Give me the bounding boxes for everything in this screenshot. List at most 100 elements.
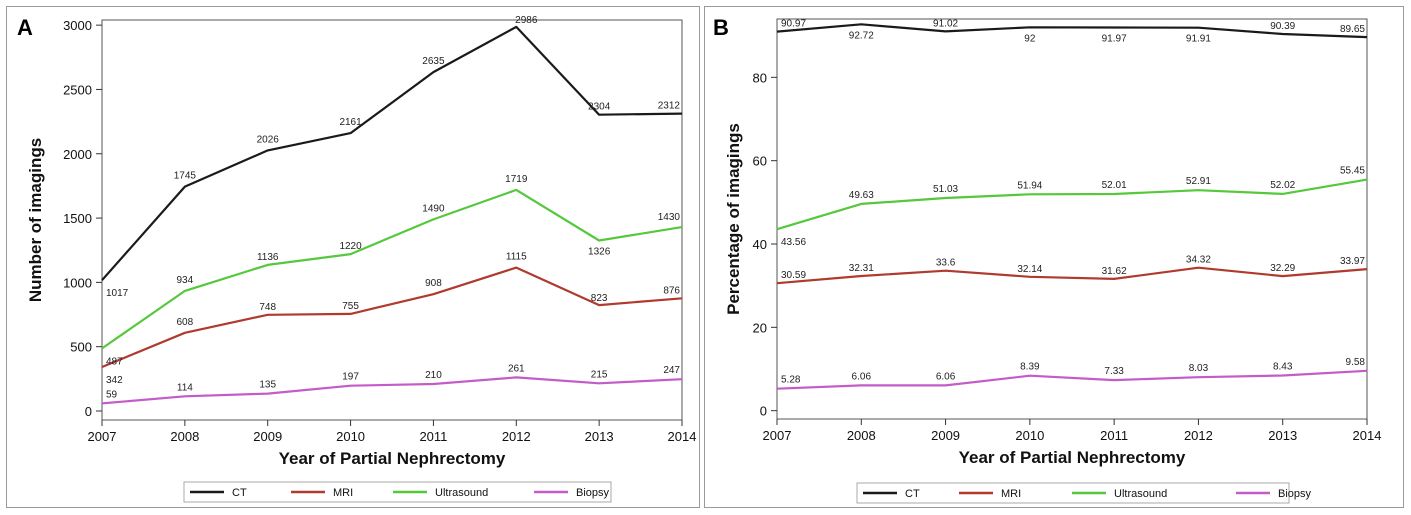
data-label: 823 xyxy=(591,293,608,304)
y-tick-label: 0 xyxy=(760,404,767,419)
data-label: 31.62 xyxy=(1102,266,1127,277)
data-label: 34.32 xyxy=(1186,255,1211,266)
data-label: 1017 xyxy=(106,288,129,299)
y-tick-label: 80 xyxy=(753,70,767,85)
data-label: 1745 xyxy=(174,171,197,182)
series-line-ultrasound xyxy=(776,178,1368,231)
line-chart-a: 0 500 1000 1500 2000 2500 3000 2007 2008 2009 2010… xyxy=(26,15,697,503)
panel-label-b: B xyxy=(713,15,729,40)
data-label: 908 xyxy=(425,278,442,289)
data-label: 30.59 xyxy=(781,270,806,281)
data-label: 52.01 xyxy=(1102,180,1127,191)
x-tick-label: 2013 xyxy=(585,429,614,444)
data-label: 52.02 xyxy=(1270,180,1295,191)
data-label: 487 xyxy=(106,356,123,367)
legend-label: Biopsy xyxy=(576,487,610,499)
legend-label: MRI xyxy=(333,487,353,499)
data-label: 210 xyxy=(425,370,442,381)
x-tick-label: 2008 xyxy=(170,429,199,444)
series-line-mri xyxy=(776,266,1368,285)
series-line-ct xyxy=(776,23,1368,39)
data-label: 92 xyxy=(1024,33,1036,44)
data-label: 1326 xyxy=(588,246,611,257)
data-label: 55.45 xyxy=(1340,166,1365,177)
data-label: 91.97 xyxy=(1102,33,1127,44)
data-label: 2986 xyxy=(515,15,538,26)
y-tick-label: 1500 xyxy=(63,211,92,226)
panel-label-a: A xyxy=(17,15,33,40)
x-tick-label: 2007 xyxy=(88,429,117,444)
x-tick-label: 2014 xyxy=(668,429,697,444)
data-label: 91.91 xyxy=(1186,34,1211,45)
data-label: 6.06 xyxy=(852,371,872,382)
legend-label: CT xyxy=(232,487,247,499)
data-label: 33.97 xyxy=(1340,256,1365,267)
data-label: 934 xyxy=(177,275,194,286)
series-line-ultrasound xyxy=(101,188,683,350)
data-label: 1430 xyxy=(658,212,681,223)
x-tick-label: 2011 xyxy=(1100,428,1128,443)
data-label: 261 xyxy=(508,363,525,374)
y-tick-label: 1000 xyxy=(63,275,92,290)
legend-label: Ultrasound xyxy=(435,487,488,499)
y-axis-title: Number of imagings xyxy=(26,138,45,302)
series-line-biopsy xyxy=(101,376,683,405)
data-label: 2304 xyxy=(588,102,611,113)
data-label: 2026 xyxy=(257,134,280,145)
data-label: 92.72 xyxy=(849,30,874,41)
x-tick-label: 2008 xyxy=(847,428,876,443)
chart-panel-a: A 0 500 1000 1500 2000 2500 3000 2007 2008 2009 20… xyxy=(6,6,700,508)
line-chart-b: 0 20 40 60 80 2007 2008 2009 2010 2011 2012 2013 201… xyxy=(724,18,1382,504)
legend-label: Ultrasound xyxy=(1114,488,1167,500)
plot-area xyxy=(101,19,683,421)
x-tick-label: 2010 xyxy=(1015,428,1044,443)
plot-area xyxy=(776,18,1368,420)
data-label: 89.65 xyxy=(1340,24,1365,35)
data-label: 33.6 xyxy=(936,258,956,269)
x-tick-label: 2011 xyxy=(419,429,447,444)
data-label: 8.39 xyxy=(1020,362,1040,373)
legend-label: Biopsy xyxy=(1278,488,1312,500)
data-label: 342 xyxy=(106,375,123,386)
y-tick-label: 20 xyxy=(753,320,767,335)
data-label: 51.03 xyxy=(933,184,958,195)
data-label: 608 xyxy=(177,317,194,328)
series-line-biopsy xyxy=(776,369,1368,390)
data-label: 59 xyxy=(106,389,118,400)
y-tick-label: 3000 xyxy=(63,18,92,33)
data-label: 197 xyxy=(342,372,359,383)
data-label: 7.33 xyxy=(1104,366,1124,377)
y-axis-title: Percentage of imagings xyxy=(724,123,743,315)
data-label: 1136 xyxy=(257,252,279,263)
x-tick-label: 2009 xyxy=(931,428,960,443)
data-label: 90.97 xyxy=(781,19,806,30)
data-label: 114 xyxy=(177,382,193,393)
data-label: 5.28 xyxy=(781,375,801,386)
data-label: 49.63 xyxy=(849,190,874,201)
x-axis-title: Year of Partial Nephrectomy xyxy=(279,449,506,468)
data-label: 2161 xyxy=(339,117,362,128)
data-label: 43.56 xyxy=(781,237,806,248)
data-label: 755 xyxy=(342,301,359,312)
data-label: 52.91 xyxy=(1186,176,1211,187)
data-label: 32.14 xyxy=(1017,264,1042,275)
legend-label: MRI xyxy=(1001,488,1021,500)
data-label: 135 xyxy=(259,380,276,391)
data-label: 6.06 xyxy=(936,371,956,382)
data-label: 215 xyxy=(591,369,608,380)
x-tick-label: 2014 xyxy=(1353,428,1382,443)
y-tick-label: 60 xyxy=(753,154,767,169)
data-label: 91.02 xyxy=(933,18,958,29)
data-label: 748 xyxy=(259,302,276,313)
legend-label: CT xyxy=(905,488,920,500)
x-tick-label: 2009 xyxy=(253,429,282,444)
data-label: 1719 xyxy=(505,174,528,185)
x-tick-label: 2010 xyxy=(336,429,365,444)
data-label: 9.58 xyxy=(1346,357,1366,368)
data-label: 90.39 xyxy=(1270,21,1295,32)
data-label: 8.43 xyxy=(1273,362,1293,373)
data-label: 32.29 xyxy=(1270,263,1295,274)
y-tick-label: 40 xyxy=(753,237,767,252)
y-tick-label: 2500 xyxy=(63,82,92,97)
data-label: 247 xyxy=(663,365,680,376)
